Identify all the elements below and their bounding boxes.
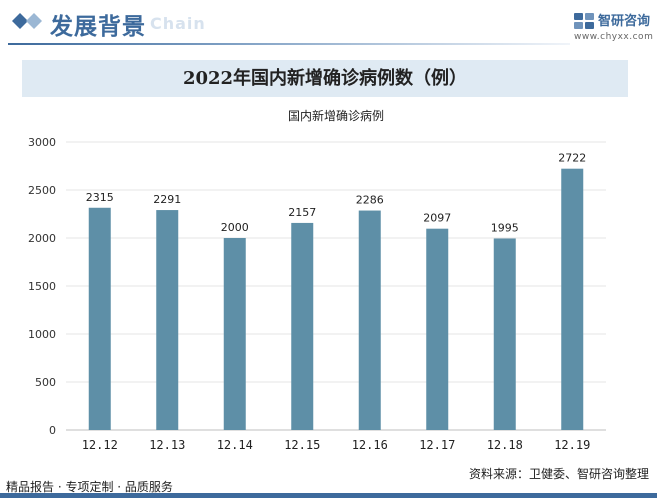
bar [561, 168, 584, 431]
section-title-en: Chain [150, 14, 206, 33]
data-label: 2157 [288, 206, 316, 219]
bar [426, 228, 449, 430]
chart-title-banner: 2022年国内新增确诊病例数（例） [22, 60, 628, 97]
data-label: 2286 [356, 194, 384, 207]
bar [223, 238, 246, 430]
x-tick-label: 12.12 [82, 438, 118, 452]
bar-chart: 国内新增确诊病例 0 500 1000 1500 2000 2500 3000 2315 12.1… [28, 108, 606, 452]
x-tick-label: 12.16 [352, 438, 388, 452]
brand-url: www.chyxx.com [574, 32, 654, 42]
x-tick-label: 12.15 [284, 438, 320, 452]
y-tick-label: 1000 [28, 328, 56, 341]
data-label: 2315 [86, 191, 114, 204]
data-label: 2097 [423, 212, 451, 225]
bar [88, 207, 111, 430]
brand-logo-icon [574, 13, 594, 29]
x-tick-label: 12.18 [487, 438, 523, 452]
y-tick-label: 1500 [28, 280, 56, 293]
data-label: 2000 [221, 221, 249, 234]
bar [493, 238, 516, 430]
data-label: 2291 [153, 193, 181, 206]
legend-label: 国内新增确诊病例 [288, 108, 384, 123]
footer-rule [0, 493, 657, 498]
y-tick-label: 3000 [28, 136, 56, 149]
data-label: 2722 [558, 152, 586, 165]
footer-tagline: 精品报告 · 专项定制 · 品质服务 [6, 480, 173, 494]
section-marker-icon [12, 13, 42, 29]
x-tick-label: 12.13 [149, 438, 185, 452]
section-title: 发展背景 [50, 13, 146, 40]
header-bar: 发展背景 Chain 智研咨询 www.chyxx.com [0, 0, 657, 46]
bar [156, 210, 179, 430]
bar [291, 222, 314, 430]
y-tick-label: 500 [35, 376, 56, 389]
data-label: 1995 [491, 221, 519, 234]
x-tick-label: 12.14 [217, 438, 253, 452]
bar [358, 210, 381, 430]
y-tick-label: 2000 [28, 232, 56, 245]
y-tick-label: 0 [49, 424, 56, 437]
x-tick-label: 12.17 [419, 438, 455, 452]
header-divider [8, 43, 570, 45]
footer-source: 资料来源：卫健委、智研咨询整理 [468, 467, 649, 481]
y-tick-label: 2500 [28, 184, 56, 197]
brand-name: 智研咨询 [598, 14, 651, 29]
x-tick-label: 12.19 [554, 438, 590, 452]
chart-title: 2022年国内新增确诊病例数（例） [182, 68, 468, 89]
